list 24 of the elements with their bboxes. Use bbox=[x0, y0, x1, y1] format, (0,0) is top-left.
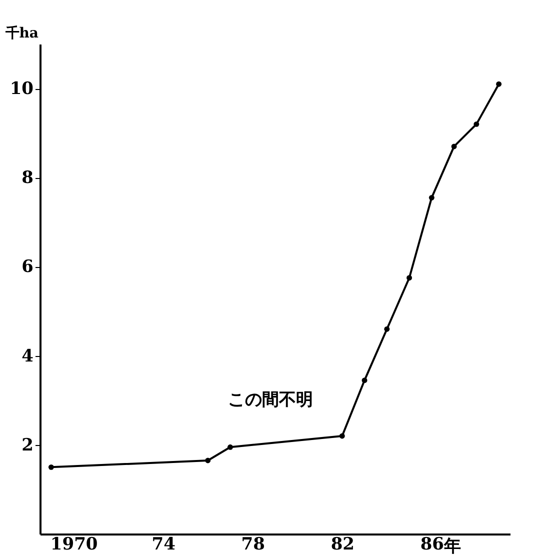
x-axis-title: 年 bbox=[443, 536, 462, 556]
point bbox=[384, 326, 390, 332]
y-tick-label: 8 bbox=[22, 168, 34, 188]
annotation: この間不明 bbox=[228, 390, 313, 410]
point bbox=[496, 81, 502, 87]
x-tick-label: 1970 bbox=[50, 534, 98, 554]
point bbox=[451, 144, 457, 150]
y-tick-label: 6 bbox=[22, 257, 34, 278]
x-tick-label: 82 bbox=[330, 534, 354, 554]
point bbox=[406, 275, 412, 281]
point bbox=[428, 194, 434, 200]
x-tick-label: 78 bbox=[241, 534, 265, 554]
y-tick-label: 4 bbox=[22, 346, 34, 366]
point bbox=[474, 121, 480, 127]
y-tick-label: 10 bbox=[10, 79, 34, 100]
point bbox=[362, 378, 368, 384]
y-tick-label: 2 bbox=[22, 435, 34, 456]
x-tick-label: 86 bbox=[420, 534, 444, 554]
point bbox=[48, 464, 54, 470]
y-axis-title: 千ha bbox=[4, 24, 38, 42]
point bbox=[339, 433, 345, 439]
x-tick-label: 74 bbox=[152, 534, 176, 554]
point bbox=[205, 458, 211, 464]
point bbox=[228, 444, 233, 450]
